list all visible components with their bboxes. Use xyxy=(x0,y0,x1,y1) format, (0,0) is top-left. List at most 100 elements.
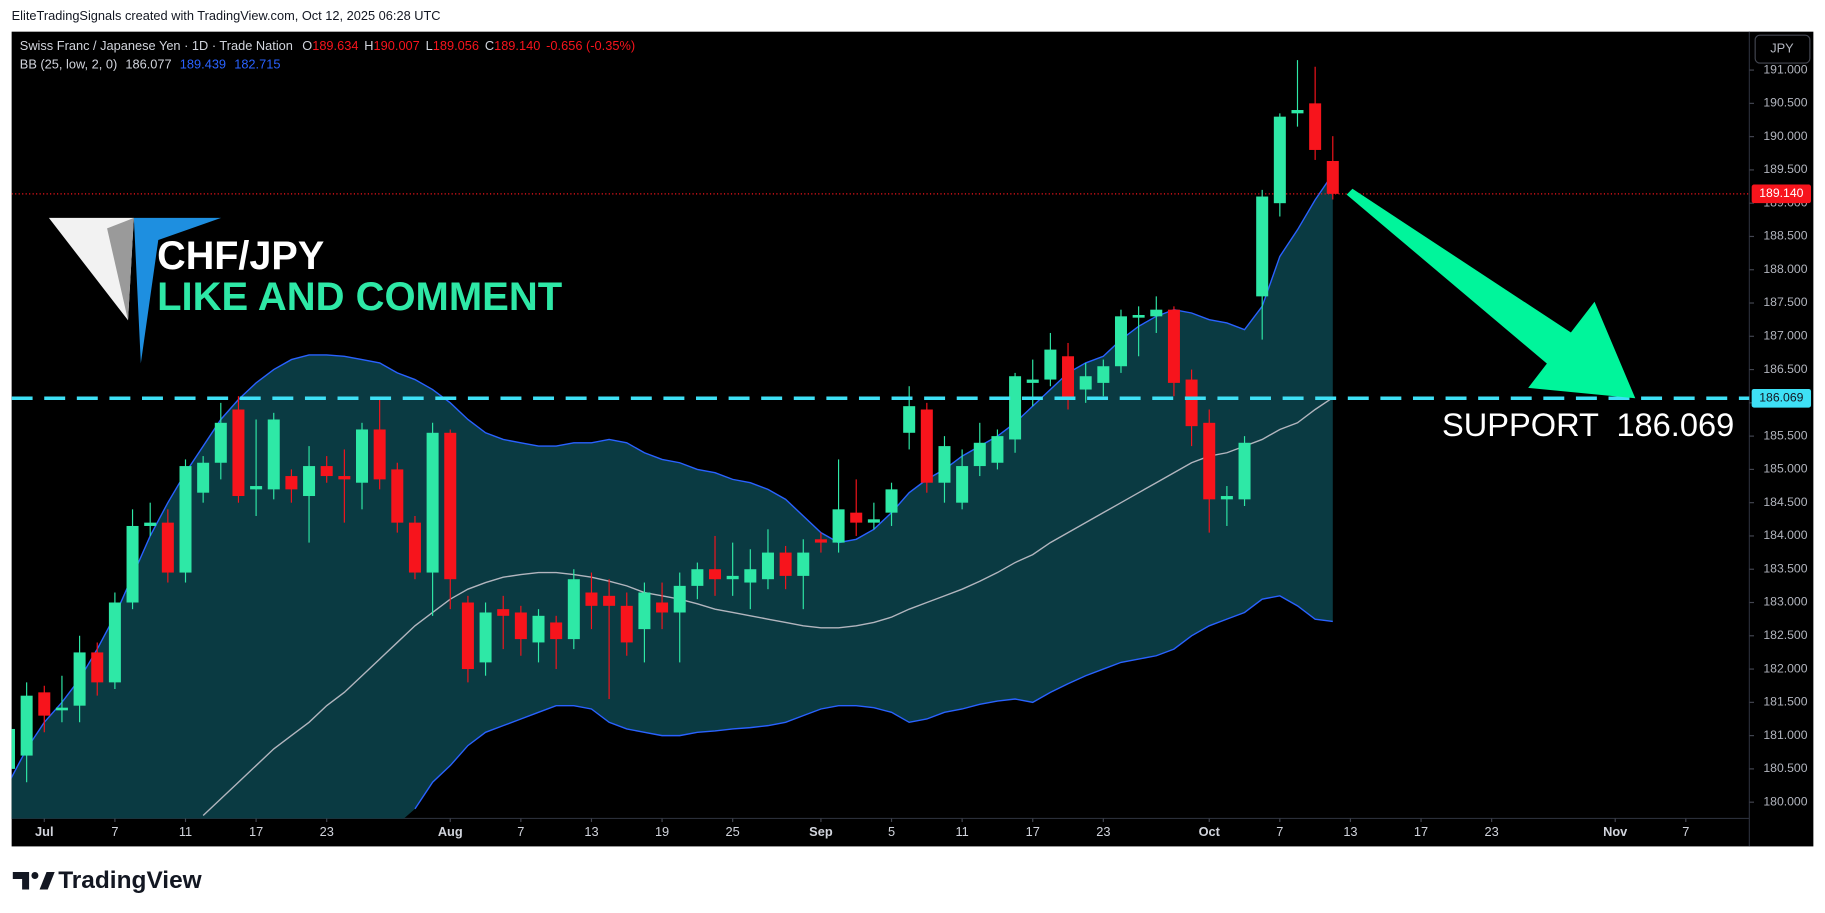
candle-body xyxy=(1238,442,1251,500)
candle-body xyxy=(11,728,15,769)
candle-body xyxy=(938,446,951,483)
legend-key: H xyxy=(364,38,373,53)
x-tick-label: 13 xyxy=(584,824,598,839)
x-tick-label: 23 xyxy=(320,824,334,839)
legend-title: Swiss Franc / Japanese Yen · 1D · Trade … xyxy=(20,38,293,53)
candle-body xyxy=(691,569,704,586)
x-tick-label: Sep xyxy=(809,824,833,839)
y-tick-label: 185.500 xyxy=(1763,428,1807,442)
candle-body xyxy=(161,522,174,573)
candle-body xyxy=(850,512,863,523)
candle-body xyxy=(620,605,633,643)
x-tick-label: 13 xyxy=(1343,824,1357,839)
candle-body xyxy=(197,462,210,493)
candle-body xyxy=(779,552,792,576)
legend-value: 190.007 xyxy=(374,38,420,53)
y-tick-label: 180.500 xyxy=(1763,761,1807,775)
candle-body xyxy=(532,615,545,643)
header-text: EliteTradingSignals created with Trading… xyxy=(12,8,441,23)
footer-brand: TradingView xyxy=(58,867,202,894)
bb-lower-line xyxy=(414,595,1333,810)
support-annotation: SUPPORT 186.069 xyxy=(1442,407,1734,443)
candle-body xyxy=(303,466,316,497)
plot-area xyxy=(11,60,1750,819)
candle-body xyxy=(232,409,245,497)
y-tick-label: 187.000 xyxy=(1763,329,1807,343)
candle-body xyxy=(179,466,192,573)
indicator-lower: 182.715 xyxy=(234,57,280,72)
footer-logo-v xyxy=(39,872,55,890)
indicator-legend: BB (25, low, 2, 0) 186.077 189.439 182.715 xyxy=(20,57,281,72)
x-tick-label: 7 xyxy=(517,824,524,839)
y-tick-label: 181.500 xyxy=(1763,695,1807,709)
candle-body xyxy=(1132,314,1145,318)
band-fill xyxy=(11,173,1333,819)
x-tick-label: 23 xyxy=(1096,824,1110,839)
x-tick-label: 7 xyxy=(1682,824,1689,839)
last-price-tag-text: 189.140 xyxy=(1759,186,1803,200)
candle-body xyxy=(903,406,916,433)
candle-body xyxy=(920,409,933,483)
candle-body xyxy=(867,519,880,523)
candle-body xyxy=(126,525,139,603)
candle-body xyxy=(638,592,651,630)
symbol-annotation: CHF/JPY xyxy=(157,234,324,278)
x-tick-label: Aug xyxy=(438,824,463,839)
candle-body xyxy=(214,422,227,463)
x-tick-label: 17 xyxy=(1414,824,1428,839)
y-tick-label: 180.000 xyxy=(1763,794,1807,808)
y-tick-label: 183.000 xyxy=(1763,595,1807,609)
candle-body xyxy=(108,602,121,683)
legend-key: O xyxy=(302,38,312,53)
last-price-tag-box xyxy=(1751,184,1812,204)
currency-button[interactable]: JPY xyxy=(1754,34,1811,64)
y-tick-label: 186.500 xyxy=(1763,362,1807,376)
indicator-basis: 186.077 xyxy=(125,57,171,72)
y-tick-label: 187.500 xyxy=(1763,295,1807,309)
candle-body xyxy=(797,552,810,576)
x-tick-label: 23 xyxy=(1485,824,1499,839)
x-tick-label: Nov xyxy=(1603,824,1628,839)
candle-body xyxy=(338,476,351,480)
support-tag-text: 186.069 xyxy=(1759,390,1803,404)
candle-body xyxy=(285,476,298,490)
x-tick-label: 5 xyxy=(888,824,895,839)
candle-body xyxy=(356,429,369,483)
x-tick-label: 25 xyxy=(726,824,740,839)
candle-body xyxy=(585,592,598,606)
y-tick-label: 191.000 xyxy=(1763,62,1807,76)
candle-body xyxy=(391,469,404,523)
candle-body xyxy=(1167,309,1180,383)
candle-body xyxy=(38,692,51,716)
candle-body xyxy=(885,489,898,513)
candle-body xyxy=(250,486,263,490)
candle-body xyxy=(1326,160,1339,194)
legend-value: 189.140 xyxy=(494,38,540,53)
candle-body xyxy=(814,539,827,543)
y-tick-label: 183.500 xyxy=(1763,561,1807,575)
y-tick-label: 184.000 xyxy=(1763,528,1807,542)
candle-body xyxy=(408,522,421,573)
legend-key: C xyxy=(485,38,494,53)
currency-button-frame[interactable] xyxy=(1754,34,1811,64)
candle-body xyxy=(973,442,986,467)
candle-body xyxy=(373,429,386,480)
y-tick-label: 184.500 xyxy=(1763,495,1807,509)
currency-button-label[interactable]: JPY xyxy=(1770,41,1794,56)
candle-body xyxy=(1114,316,1127,367)
candle-body xyxy=(567,579,580,640)
candle-body xyxy=(91,652,104,683)
arrow-shaft xyxy=(1346,188,1574,365)
legend-value: 189.634 xyxy=(312,38,358,53)
y-tick-label: 185.000 xyxy=(1763,462,1807,476)
candle-body xyxy=(1309,103,1322,150)
arrow xyxy=(1346,188,1636,399)
candle-body xyxy=(1256,196,1269,297)
indicator-upper: 189.439 xyxy=(180,57,226,72)
axes: 180.000 180.500 181.000 181.500 182.000 182.5… xyxy=(35,62,1812,839)
footer-logo xyxy=(12,872,55,890)
y-tick-label: 182.500 xyxy=(1763,628,1807,642)
x-tick-label: 7 xyxy=(111,824,118,839)
candle-body xyxy=(73,652,86,706)
